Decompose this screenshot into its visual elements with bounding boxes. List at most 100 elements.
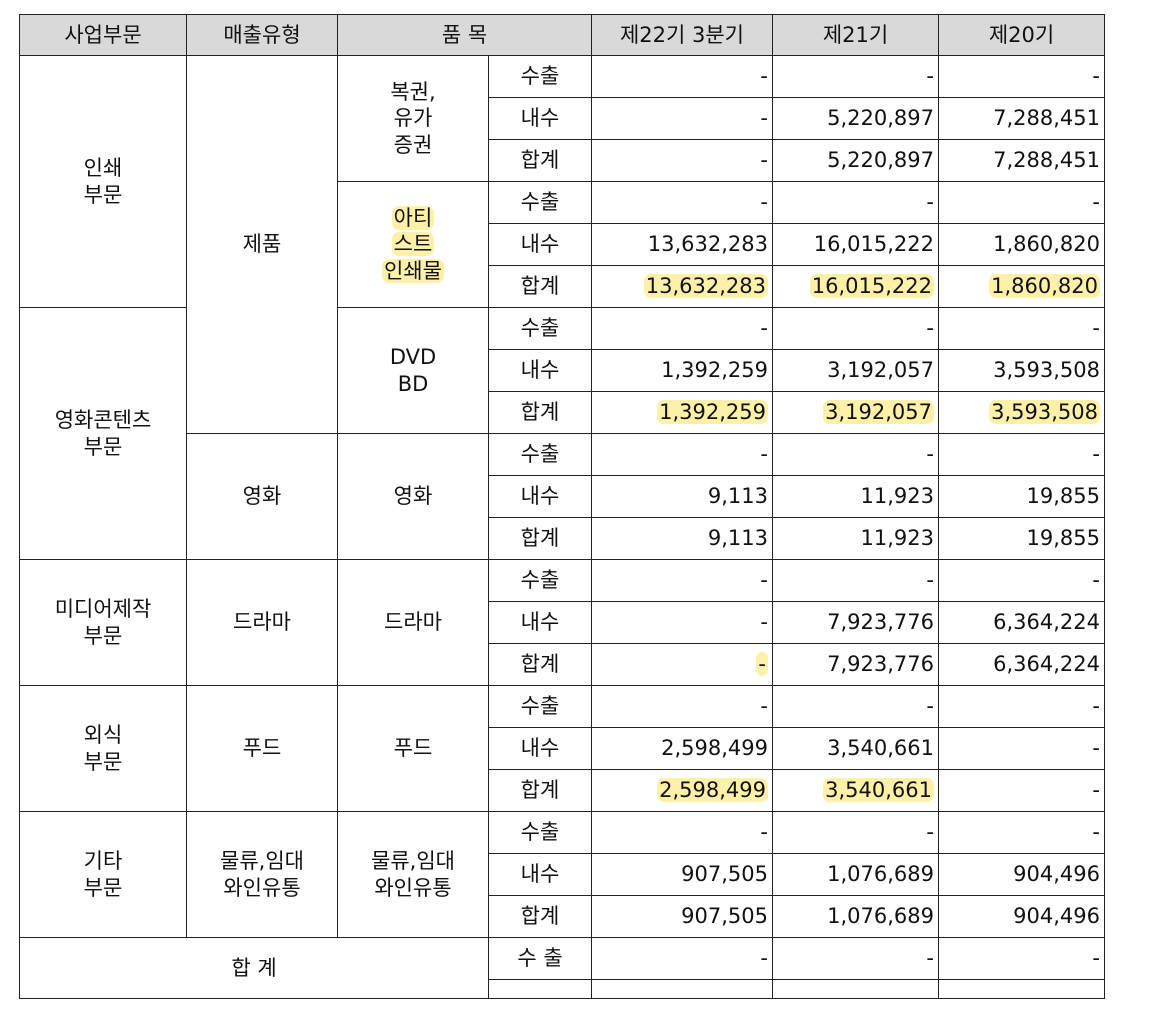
value-cell: - [591,685,773,728]
table-row: 아티 스트 인쇄물 수출 - - - [20,181,1105,308]
table-row: 내수 2,598,499 3,540,661 - [20,727,1105,770]
item-dvd-bd: DVD BD [337,307,489,434]
table-row: 합계 2,598,499 3,540,661 - [20,769,1105,812]
value-cell: 6,364,224 [938,601,1105,644]
row-label-subtotal: 합계 [488,895,592,938]
row-label-domestic: 내수 [488,97,592,140]
value-cell: - [591,139,773,182]
value-cell: - [938,433,1105,476]
item-food: 푸드 [337,685,489,812]
value-cell: - [591,55,773,98]
empty-cell [938,979,1105,999]
grand-total-label: 합 계 [19,937,489,999]
header-period-20: 제20기 [938,14,1105,56]
table-row: 내수 907,505 1,076,689 904,496 [20,853,1105,896]
value-cell: 3,593,508 [938,349,1105,392]
table-row: 내수 - 5,220,897 7,288,451 [20,97,1105,140]
row-label-export: 수출 [488,433,592,476]
value-cell: - [772,685,939,728]
value-cell: - [938,727,1105,770]
value-cell-highlighted: 1,860,820 [938,265,1105,308]
row-label-subtotal: 합계 [488,391,592,434]
value-cell: 907,505 [591,895,773,938]
value-cell: 13,632,283 [591,223,773,266]
table-row: 합계 9,113 11,923 19,855 [20,517,1105,560]
row-label-export: 수출 [488,559,592,602]
value-cell: 2,598,499 [591,727,773,770]
value-cell: 11,923 [772,517,939,560]
row-label-domestic: 내수 [488,223,592,266]
item-artist-print: 아티 스트 인쇄물 [337,181,489,308]
value-cell: 16,015,222 [772,223,939,266]
table-row: 합계 1,392,259 3,192,057 3,593,508 [20,391,1105,434]
value-cell: 904,496 [938,895,1105,938]
item-film: 영화 [337,433,489,560]
value-cell: - [938,937,1105,980]
value-cell: 904,496 [938,853,1105,896]
header-item: 품 목 [337,14,592,56]
value-cell-highlighted: 3,192,057 [772,391,939,434]
row-label-export: 수출 [488,811,592,854]
sales-type-drama: 드라마 [186,559,338,686]
value-cell: - [938,811,1105,854]
value-cell: 1,076,689 [772,895,939,938]
row-label-domestic: 내수 [488,853,592,896]
value-cell: 5,220,897 [772,139,939,182]
row-label-subtotal: 합계 [488,517,592,560]
value-cell-highlighted: 2,598,499 [591,769,773,812]
empty-cell [488,979,592,999]
table-row: 영화콘텐츠 부문 DVD BD 수출 - - - [19,307,1105,560]
value-cell: 19,855 [938,475,1105,518]
table-row: 기타 부문 물류,임대 와인유통 물류,임대 와인유통 수출 - - - [19,811,1105,938]
value-cell: - [772,307,939,350]
row-label-export: 수출 [488,307,592,350]
sales-table: 사업부문 매출유형 품 목 제22기 3분기 제21기 제20기 인쇄 부문 제… [19,14,1105,999]
value-cell: 7,288,451 [938,139,1105,182]
table-row [20,979,1105,999]
segment-printing: 인쇄 부문 [19,55,187,308]
value-cell: - [591,811,773,854]
sales-type-food: 푸드 [186,685,338,812]
value-cell: - [772,811,939,854]
value-cell: 9,113 [591,475,773,518]
value-cell: - [772,181,939,224]
value-cell: - [591,601,773,644]
value-cell: 11,923 [772,475,939,518]
value-cell-highlighted: 3,540,661 [772,769,939,812]
row-label-subtotal: 합계 [488,265,592,308]
value-cell-highlighted: 16,015,222 [772,265,939,308]
empty-cell [772,979,939,999]
header-period-21: 제21기 [772,14,939,56]
value-cell: - [591,97,773,140]
header-sales-type: 매출유형 [186,14,338,56]
row-label-export: 수 출 [488,937,592,980]
value-cell: 7,288,451 [938,97,1105,140]
header-segment: 사업부문 [19,14,187,56]
row-label-export: 수출 [488,685,592,728]
header-row: 사업부문 매출유형 품 목 제22기 3분기 제21기 제20기 [19,14,1105,56]
value-cell: - [938,55,1105,98]
segment-film: 영화콘텐츠 부문 [19,307,187,560]
row-label-subtotal: 합계 [488,769,592,812]
value-cell: 9,113 [591,517,773,560]
value-cell: - [591,559,773,602]
value-cell: 3,540,661 [772,727,939,770]
table-row: 합 계 수 출 - - - [19,937,1105,999]
table-row: 합계 907,505 1,076,689 904,496 [20,895,1105,938]
item-securities: 복권, 유가 증권 [337,55,489,182]
header-period-22: 제22기 3분기 [591,14,773,56]
table-row: 내수 - 7,923,776 6,364,224 [20,601,1105,644]
value-cell: - [772,559,939,602]
value-cell-highlighted: 3,593,508 [938,391,1105,434]
segment-media: 미디어제작 부문 [19,559,187,686]
row-label-domestic: 내수 [488,349,592,392]
sales-type-etc: 물류,임대 와인유통 [186,811,338,938]
table-row: 미디어제작 부문 드라마 드라마 수출 - - - [19,559,1105,686]
segment-food: 외식 부문 [19,685,187,812]
row-label-export: 수출 [488,55,592,98]
value-cell: 3,192,057 [772,349,939,392]
value-cell-highlighted: 1,392,259 [591,391,773,434]
value-cell: 7,923,776 [772,643,939,686]
value-cell: - [772,55,939,98]
table-row: 합계 13,632,283 16,015,222 1,860,820 [20,265,1105,308]
